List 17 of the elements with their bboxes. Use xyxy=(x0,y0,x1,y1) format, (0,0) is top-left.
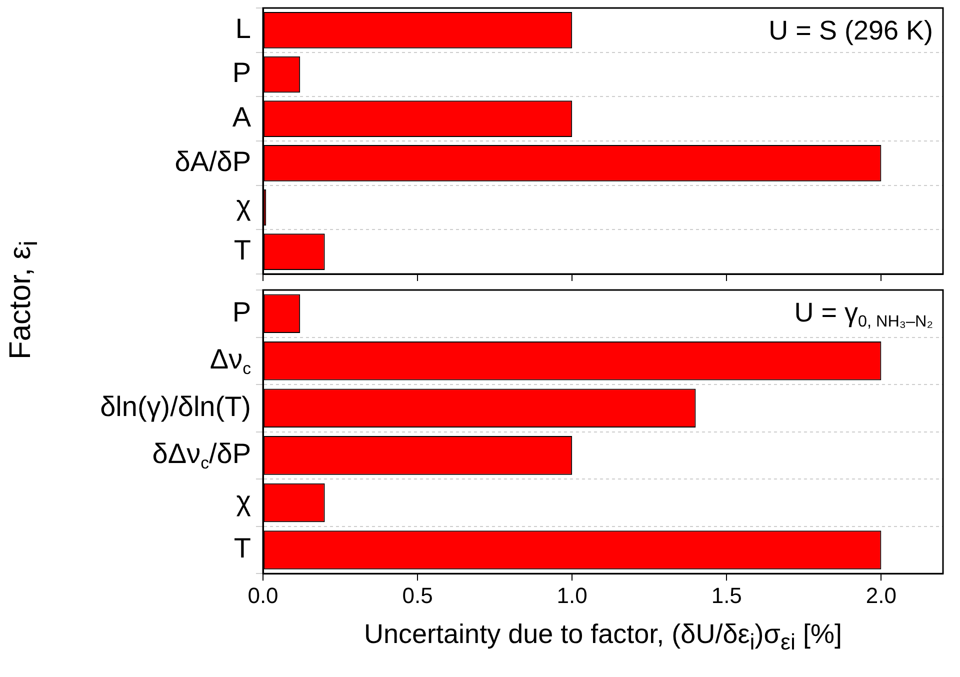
y-tick-label: δA/δP xyxy=(174,146,252,177)
y-tick-label: P xyxy=(232,296,252,328)
x-tick-label: 0.5 xyxy=(402,582,433,608)
y-tick-label: χ xyxy=(236,190,252,222)
y-tick-label: P xyxy=(232,57,252,88)
y-tick-label: T xyxy=(234,532,252,564)
x-tick-label: 0.0 xyxy=(248,582,278,608)
y-tick-label: δln(γ)/δln(T) xyxy=(100,390,251,422)
x-tick-label: 2.0 xyxy=(866,582,896,608)
y-tick-label: A xyxy=(232,102,252,133)
y-tick-label: T xyxy=(234,234,252,266)
x-axis-title: Uncertainty due to factor, (δU/δε$_{i}$)σ$_{εi}$ [%] xyxy=(363,619,843,656)
y-tick-label: L xyxy=(235,12,252,44)
x-tick-label: 1.5 xyxy=(711,582,742,608)
y-tick-label: χ xyxy=(236,485,252,516)
x-tick-label: 1.0 xyxy=(556,582,588,608)
annotation: U = S (296 K) xyxy=(768,15,934,46)
